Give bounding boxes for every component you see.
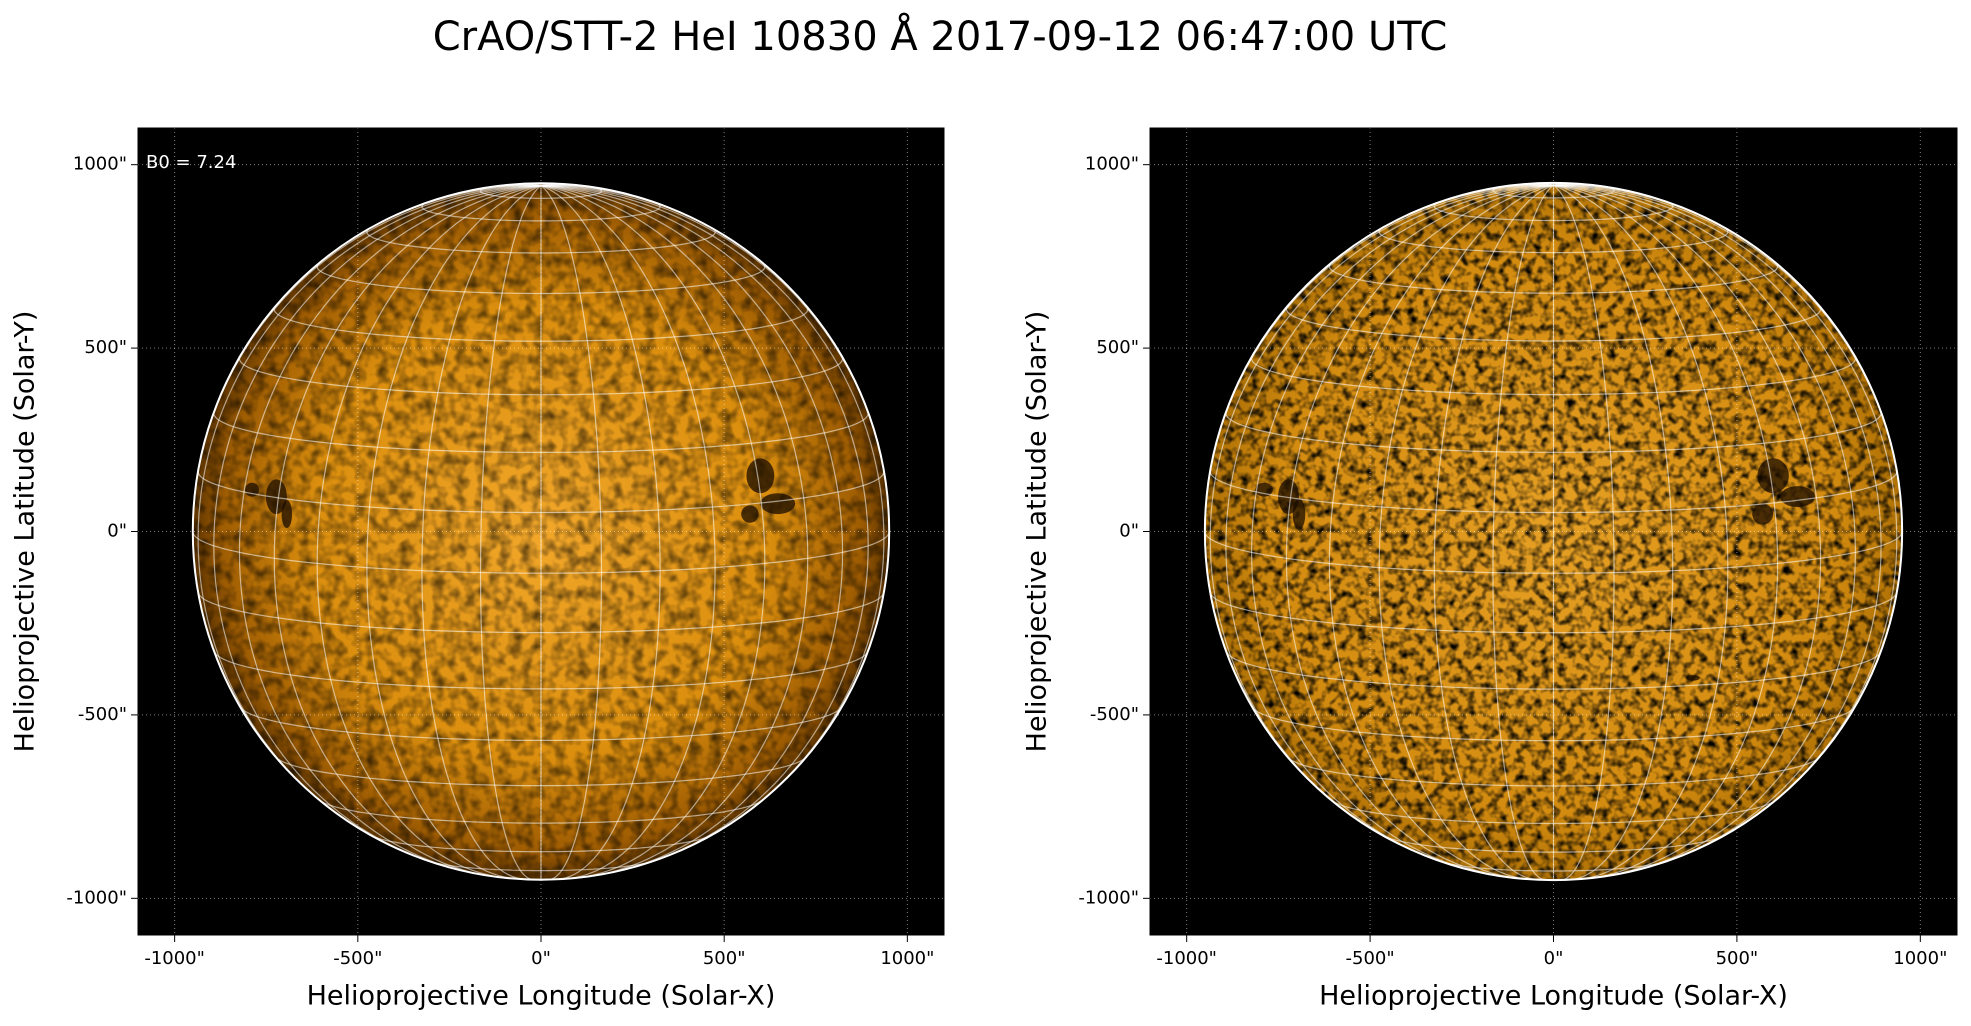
heliographic-grid [421, 185, 542, 880]
heliographic-grid [1226, 652, 1881, 690]
heliographic-grid [238, 185, 542, 873]
y-tick-label: 500" [1096, 337, 1139, 358]
heliographic-grid [1332, 800, 1775, 825]
y-tick-label: 0" [1119, 521, 1139, 542]
heliographic-grid [1553, 184, 1615, 881]
x-tick-label: -500" [333, 948, 382, 969]
heliographic-grid [1287, 756, 1820, 787]
heliographic-grid [1328, 184, 1554, 879]
heliographic-grid [192, 531, 890, 574]
active-region [746, 458, 775, 494]
heliographic-grid [1492, 184, 1554, 881]
y-tick-label: 1000" [73, 154, 127, 175]
heliographic-grid [316, 185, 542, 879]
heliographic-grid [1553, 184, 1729, 880]
heliographic-grid [1492, 185, 1615, 199]
y-tick-label: -500" [1090, 704, 1139, 725]
heliographic-grid [540, 185, 603, 881]
x-tick-label: 0" [531, 948, 551, 969]
heliographic-grid [1378, 184, 1554, 880]
heliographic-grid [1553, 184, 1857, 873]
active-region [281, 500, 293, 529]
x-tick-label: -500" [1346, 948, 1395, 969]
y-tick-label: 500" [84, 337, 127, 358]
heliographic-grid [366, 185, 542, 880]
heliographic-grid [1441, 861, 1666, 872]
y-tick-label: 1000" [1085, 154, 1139, 175]
active-region [1278, 479, 1300, 515]
heliographic-grid [479, 185, 542, 881]
y-axis-label: Helioprojective Latitude (Solar-Y) [10, 311, 41, 753]
y-tick-label: -1000" [66, 887, 127, 908]
y-tick-label: -500" [78, 704, 127, 725]
annotation: B0 = 7.24 [146, 152, 236, 173]
x-tick-label: 500" [1716, 948, 1759, 969]
active-region [1780, 486, 1815, 508]
figure-title: CrAO/STT-2 HeI 10830 Å 2017-09-12 06:47:… [433, 12, 1448, 60]
heliographic-grid [1328, 262, 1779, 294]
heliographic-grid [1250, 184, 1554, 873]
heliographic-grid [1553, 184, 1674, 881]
heliographic-grid [371, 835, 711, 853]
x-axis-label: Helioprojective Longitude (Solar-X) [307, 981, 776, 1012]
y-tick-label: 0" [107, 521, 127, 542]
heliographic-grid [320, 800, 762, 824]
active-region [741, 505, 759, 523]
panel: -1000" -500" 0" 500" 1000" -1000" -500" 0" 500" 1… [1022, 127, 1958, 1012]
heliographic-grid [1204, 531, 1903, 574]
active-region [1757, 458, 1789, 494]
heliographic-grid [540, 185, 766, 879]
heliographic-grid [540, 185, 844, 873]
x-tick-label: -1000" [144, 948, 205, 969]
heliographic-grid [273, 306, 809, 342]
active-region [1685, 675, 1700, 681]
heliographic-grid [238, 357, 844, 396]
heliographic-grid [1250, 357, 1857, 396]
heliographic-grid [1433, 184, 1554, 881]
x-tick-label: 1000" [1893, 948, 1947, 969]
x-tick-label: 1000" [880, 948, 934, 969]
heliographic-grid [428, 860, 654, 872]
axes-frame [137, 127, 945, 936]
heliographic-grid [540, 185, 716, 880]
heliographic-grid [1553, 184, 1779, 879]
y-axis-label: Helioprojective Latitude (Solar-Y) [1022, 311, 1053, 753]
heliographic-grid [540, 185, 661, 880]
x-tick-label: 0" [1544, 948, 1564, 969]
x-tick-label: 500" [703, 948, 746, 969]
x-axis-label: Helioprojective Longitude (Solar-X) [1319, 981, 1788, 1012]
limb [191, 182, 891, 881]
heliographic-grid [275, 756, 807, 787]
heliographic-grid [316, 262, 766, 295]
active-region [1752, 503, 1774, 525]
y-tick-label: -1000" [1078, 887, 1139, 908]
axes-frame [1149, 127, 1958, 936]
active-region [760, 493, 796, 515]
x-tick-label: -1000" [1156, 948, 1217, 969]
active-region [1292, 498, 1306, 530]
heliographic-grid [479, 185, 603, 199]
panel: -1000" -500" 0" 500" 1000" -1000" -500" 0" 500" 1… [10, 127, 945, 1012]
active-region [265, 479, 287, 515]
